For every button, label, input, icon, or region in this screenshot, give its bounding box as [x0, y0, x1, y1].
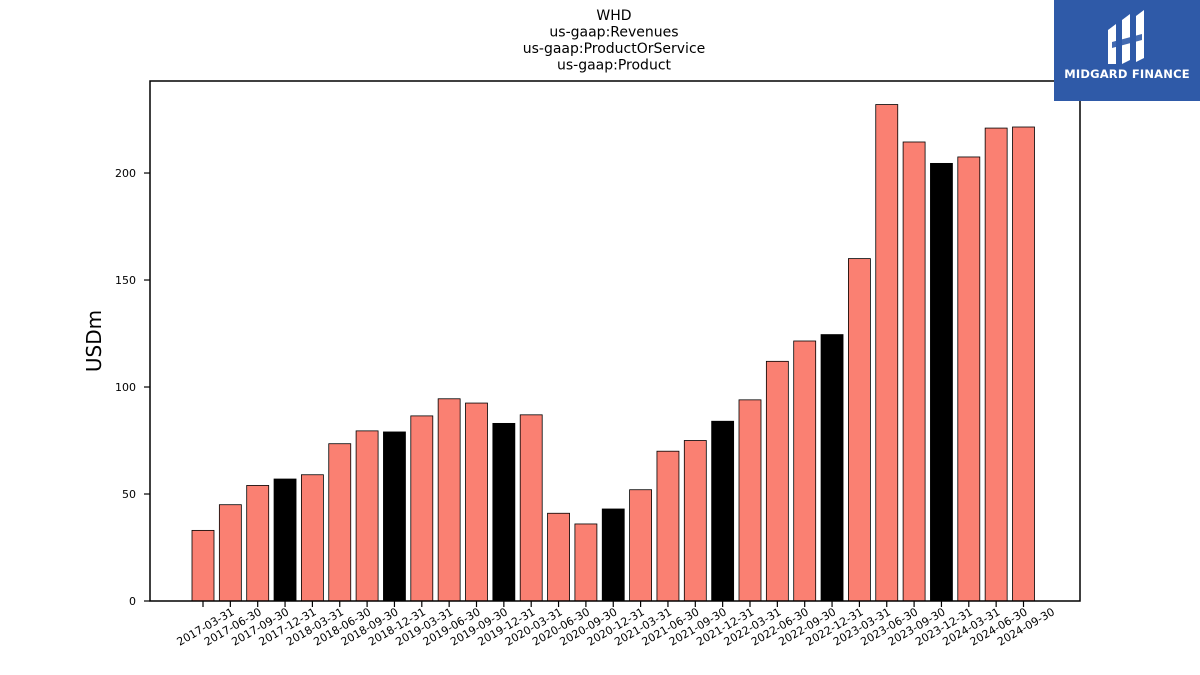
- y-axis-label: USDm: [82, 310, 106, 372]
- y-tick-label: 0: [129, 595, 136, 608]
- bar-2024-09-30: [1012, 126, 1035, 602]
- bar-2020-06-30: [547, 512, 570, 602]
- bar-2022-06-30: [765, 360, 789, 602]
- bar-2017-03-31: [191, 529, 215, 602]
- midgard-logo-icon: [1108, 10, 1144, 64]
- bar-2021-09-30: [683, 440, 707, 602]
- bar-2023-12-31: [930, 162, 953, 602]
- bar-2020-12-31: [601, 508, 625, 602]
- y-tick-label: 50: [122, 488, 136, 501]
- bar-2018-06-30: [328, 443, 352, 602]
- bar-2017-12-31: [273, 478, 297, 602]
- y-tick-label: 200: [115, 167, 136, 180]
- bar-2018-03-31: [300, 474, 324, 602]
- chart-title-line: us-gaap:Product: [557, 58, 672, 74]
- bar-2022-12-31: [820, 334, 844, 602]
- bar-2019-06-30: [437, 398, 461, 602]
- bars-group: [191, 104, 1035, 602]
- bar-2021-06-30: [656, 450, 680, 602]
- bar-2023-06-30: [875, 104, 899, 602]
- chart-title-line: us-gaap:ProductOrService: [523, 41, 706, 57]
- bar-2018-12-31: [383, 431, 406, 602]
- bar-2018-09-30: [355, 430, 379, 602]
- y-tick-label: 150: [115, 274, 136, 287]
- chart-title: WHDus-gaap:Revenuesus-gaap:ProductOrServ…: [523, 8, 706, 74]
- y-axis: 0 50 100 150 200: [115, 167, 150, 608]
- bar-2023-09-30: [902, 141, 926, 602]
- bar-2022-03-31: [738, 399, 762, 602]
- bar-2019-03-31: [410, 415, 434, 602]
- bar-2021-12-31: [711, 420, 735, 602]
- bar-2019-09-30: [465, 402, 488, 602]
- bar-2020-03-31: [519, 414, 543, 602]
- bar-2017-06-30: [218, 504, 242, 602]
- bar-2020-09-30: [574, 523, 598, 602]
- bar-2017-09-30: [246, 485, 270, 602]
- bar-2021-03-31: [629, 489, 652, 602]
- y-tick-label: 100: [115, 381, 136, 394]
- bar-2024-03-31: [957, 156, 981, 602]
- chart-title-line: us-gaap:Revenues: [549, 25, 678, 41]
- chart-title-line: WHD: [596, 8, 631, 24]
- x-axis: 2017-03-312017-06-302017-09-302017-12-31…: [175, 601, 1057, 649]
- bar-2024-06-30: [984, 127, 1008, 602]
- midgard-finance-logo: MIDGARD FINANCE: [1054, 0, 1200, 101]
- logo-text: MIDGARD FINANCE: [1064, 67, 1190, 81]
- bar-2019-12-31: [492, 422, 516, 602]
- plot-frame: [149, 80, 1081, 602]
- bar-2022-09-30: [793, 340, 817, 602]
- bar-2023-03-31: [848, 258, 871, 602]
